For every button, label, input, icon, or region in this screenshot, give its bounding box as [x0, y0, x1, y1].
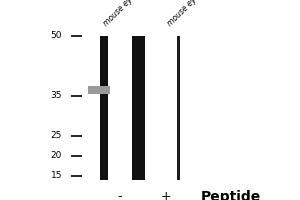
Text: 35: 35: [51, 92, 62, 100]
Bar: [177, 36, 180, 180]
Text: 15: 15: [51, 171, 62, 180]
Text: mouse eye: mouse eye: [165, 0, 201, 28]
Text: +: +: [160, 190, 171, 200]
Text: mouse eye: mouse eye: [102, 0, 138, 28]
Bar: [88, 86, 110, 94]
Text: Peptide: Peptide: [200, 190, 261, 200]
Bar: [100, 36, 108, 180]
Text: 50: 50: [51, 31, 62, 40]
Text: 25: 25: [51, 132, 62, 140]
Text: -: -: [118, 190, 122, 200]
Text: 20: 20: [51, 152, 62, 160]
Bar: [132, 36, 145, 180]
